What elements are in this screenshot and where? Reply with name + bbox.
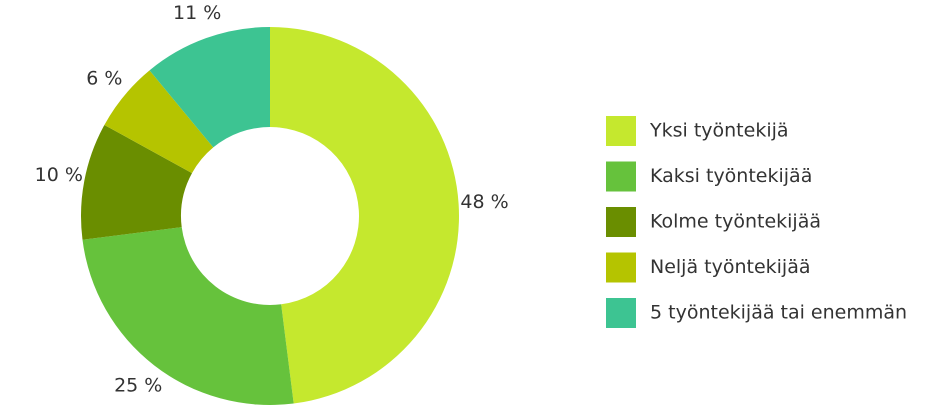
legend-swatch [606, 161, 636, 192]
slice [270, 27, 460, 404]
legend-swatch [606, 298, 636, 328]
legend-label: Kaksi työntekijää [650, 165, 812, 187]
legend-label: Kolme työntekijää [650, 211, 821, 233]
legend-swatch [606, 207, 636, 237]
legend-swatch [606, 252, 636, 283]
slice [149, 27, 270, 148]
slice [82, 227, 294, 405]
value-label: 25 % [114, 374, 162, 396]
legend-swatch [606, 116, 636, 146]
value-label: 6 % [86, 67, 122, 89]
legend-label: Yksi työntekijä [649, 120, 789, 142]
value-label: 11 % [173, 2, 221, 24]
legend-label: Neljä työntekijää [650, 256, 811, 278]
legend-label: 5 työntekijää tai enemmän [650, 302, 907, 324]
slice [104, 70, 214, 174]
value-label: 10 % [35, 164, 83, 186]
value-label: 48 % [460, 191, 508, 213]
slice [81, 124, 193, 240]
